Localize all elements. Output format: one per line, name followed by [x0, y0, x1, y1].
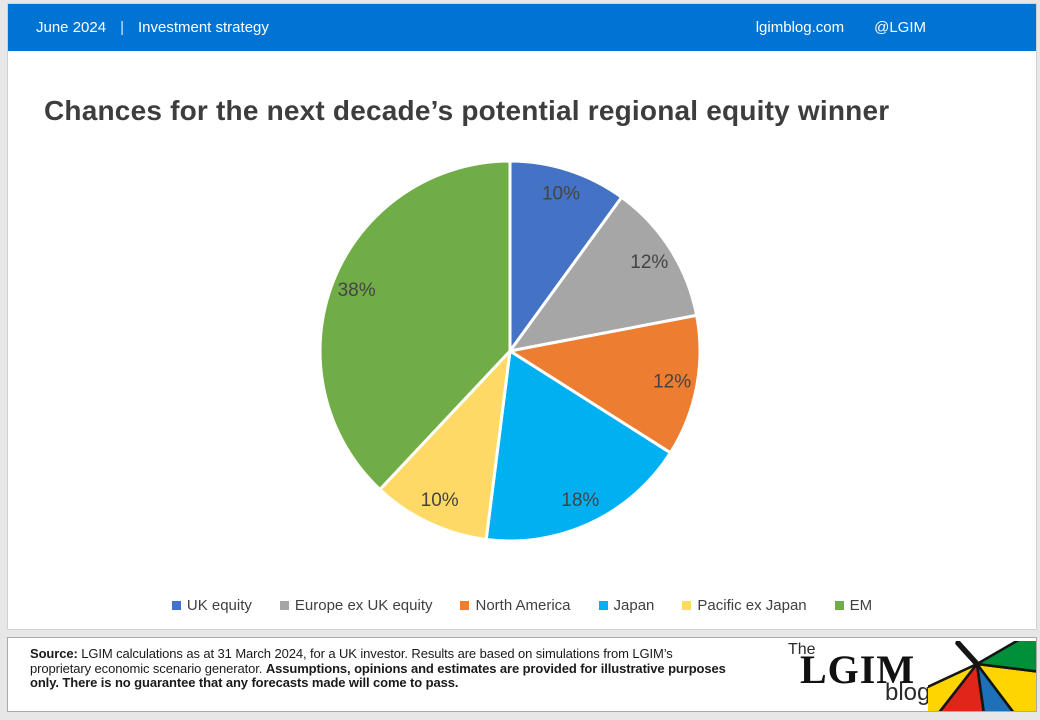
source-disclaimer: Assumptions, opinions and estimates are … [30, 660, 726, 690]
banner-website: lgimblog.com [755, 19, 845, 36]
source-note: Source: LGIM calculations as at 31 March… [30, 646, 736, 691]
legend-swatch-icon [460, 601, 470, 610]
banner-left-group: June 2024 | Investment strategy [8, 19, 269, 36]
logo-word-the: The [788, 641, 816, 658]
pie-slice-japan [484, 349, 672, 543]
umbrella-panel [938, 662, 985, 711]
slide-panel: June 2024 | Investment strategy lgimblog… [7, 3, 1037, 630]
legend-swatch-icon [834, 601, 844, 610]
logo-word-lgim: LGIM [800, 647, 916, 692]
source-prefix: Source: [30, 646, 78, 661]
legend-item-japan: Japan [598, 597, 655, 614]
legend-item-pacific-ex-japan: Pacific ex Japan [682, 597, 807, 614]
legend-label: EM [849, 597, 873, 614]
pie-slice-uk-equity [508, 159, 624, 353]
pie-data-label: 12% [653, 371, 691, 392]
chart-legend: UK equity Europe ex UK equity North Americ… [8, 597, 1036, 614]
umbrella-panel [975, 641, 1036, 673]
pie-slice-em [318, 159, 512, 491]
legend-label: North America [475, 597, 571, 614]
pie-data-label: 10% [542, 184, 580, 205]
legend-swatch-icon [682, 601, 692, 610]
pie-data-label: 18% [561, 490, 599, 511]
pie-slice-pacific-ex-japan [378, 349, 512, 541]
banner-date: June 2024 [36, 19, 107, 36]
pie-data-label: 12% [630, 252, 668, 273]
legend-label: Pacific ex Japan [697, 597, 807, 614]
top-banner: June 2024 | Investment strategy lgimblog… [8, 4, 1036, 51]
legend-item-uk-equity: UK equity [171, 597, 252, 614]
legend-item-em: EM [834, 597, 873, 614]
legend-item-north-america: North America [460, 597, 571, 614]
banner-twitter-handle: @LGIM [874, 19, 926, 36]
pie-chart: 10% 12% 12% 18% 10% 38% [300, 141, 720, 561]
umbrella-tip [955, 641, 980, 667]
umbrella-icon [928, 641, 1036, 711]
lgim-blog-logo: The LGIM blog [778, 638, 968, 711]
legend-swatch-icon [171, 601, 181, 610]
legend-label: Japan [613, 597, 655, 614]
banner-section: Investment strategy [137, 19, 269, 36]
pie-data-label: 38% [338, 280, 376, 301]
pie-data-label: 10% [421, 490, 459, 511]
legend-swatch-icon [598, 601, 608, 610]
legend-label: UK equity [186, 597, 252, 614]
banner-right-group: lgimblog.com @LGIM [756, 19, 1036, 36]
legend-swatch-icon [279, 601, 289, 610]
pie-chart-svg: 10% 12% 12% 18% 10% 38% [318, 159, 702, 543]
banner-separator: | [120, 19, 124, 36]
logo-word-blog: blog [885, 679, 931, 706]
legend-item-europe-ex-uk-equity: Europe ex UK equity [279, 597, 433, 614]
footer-panel: Source: LGIM calculations as at 31 March… [7, 637, 1037, 712]
pie-slice-europe-ex-uk-equity [508, 195, 699, 353]
legend-label: Europe ex UK equity [294, 597, 433, 614]
source-body: LGIM calculations as at 31 March 2024, f… [30, 646, 673, 676]
umbrella-panel [975, 662, 1036, 711]
umbrella-panel [928, 662, 979, 711]
chart-title: Chances for the next decade’s potential … [44, 95, 890, 126]
pie-slice-north-america [508, 313, 702, 455]
